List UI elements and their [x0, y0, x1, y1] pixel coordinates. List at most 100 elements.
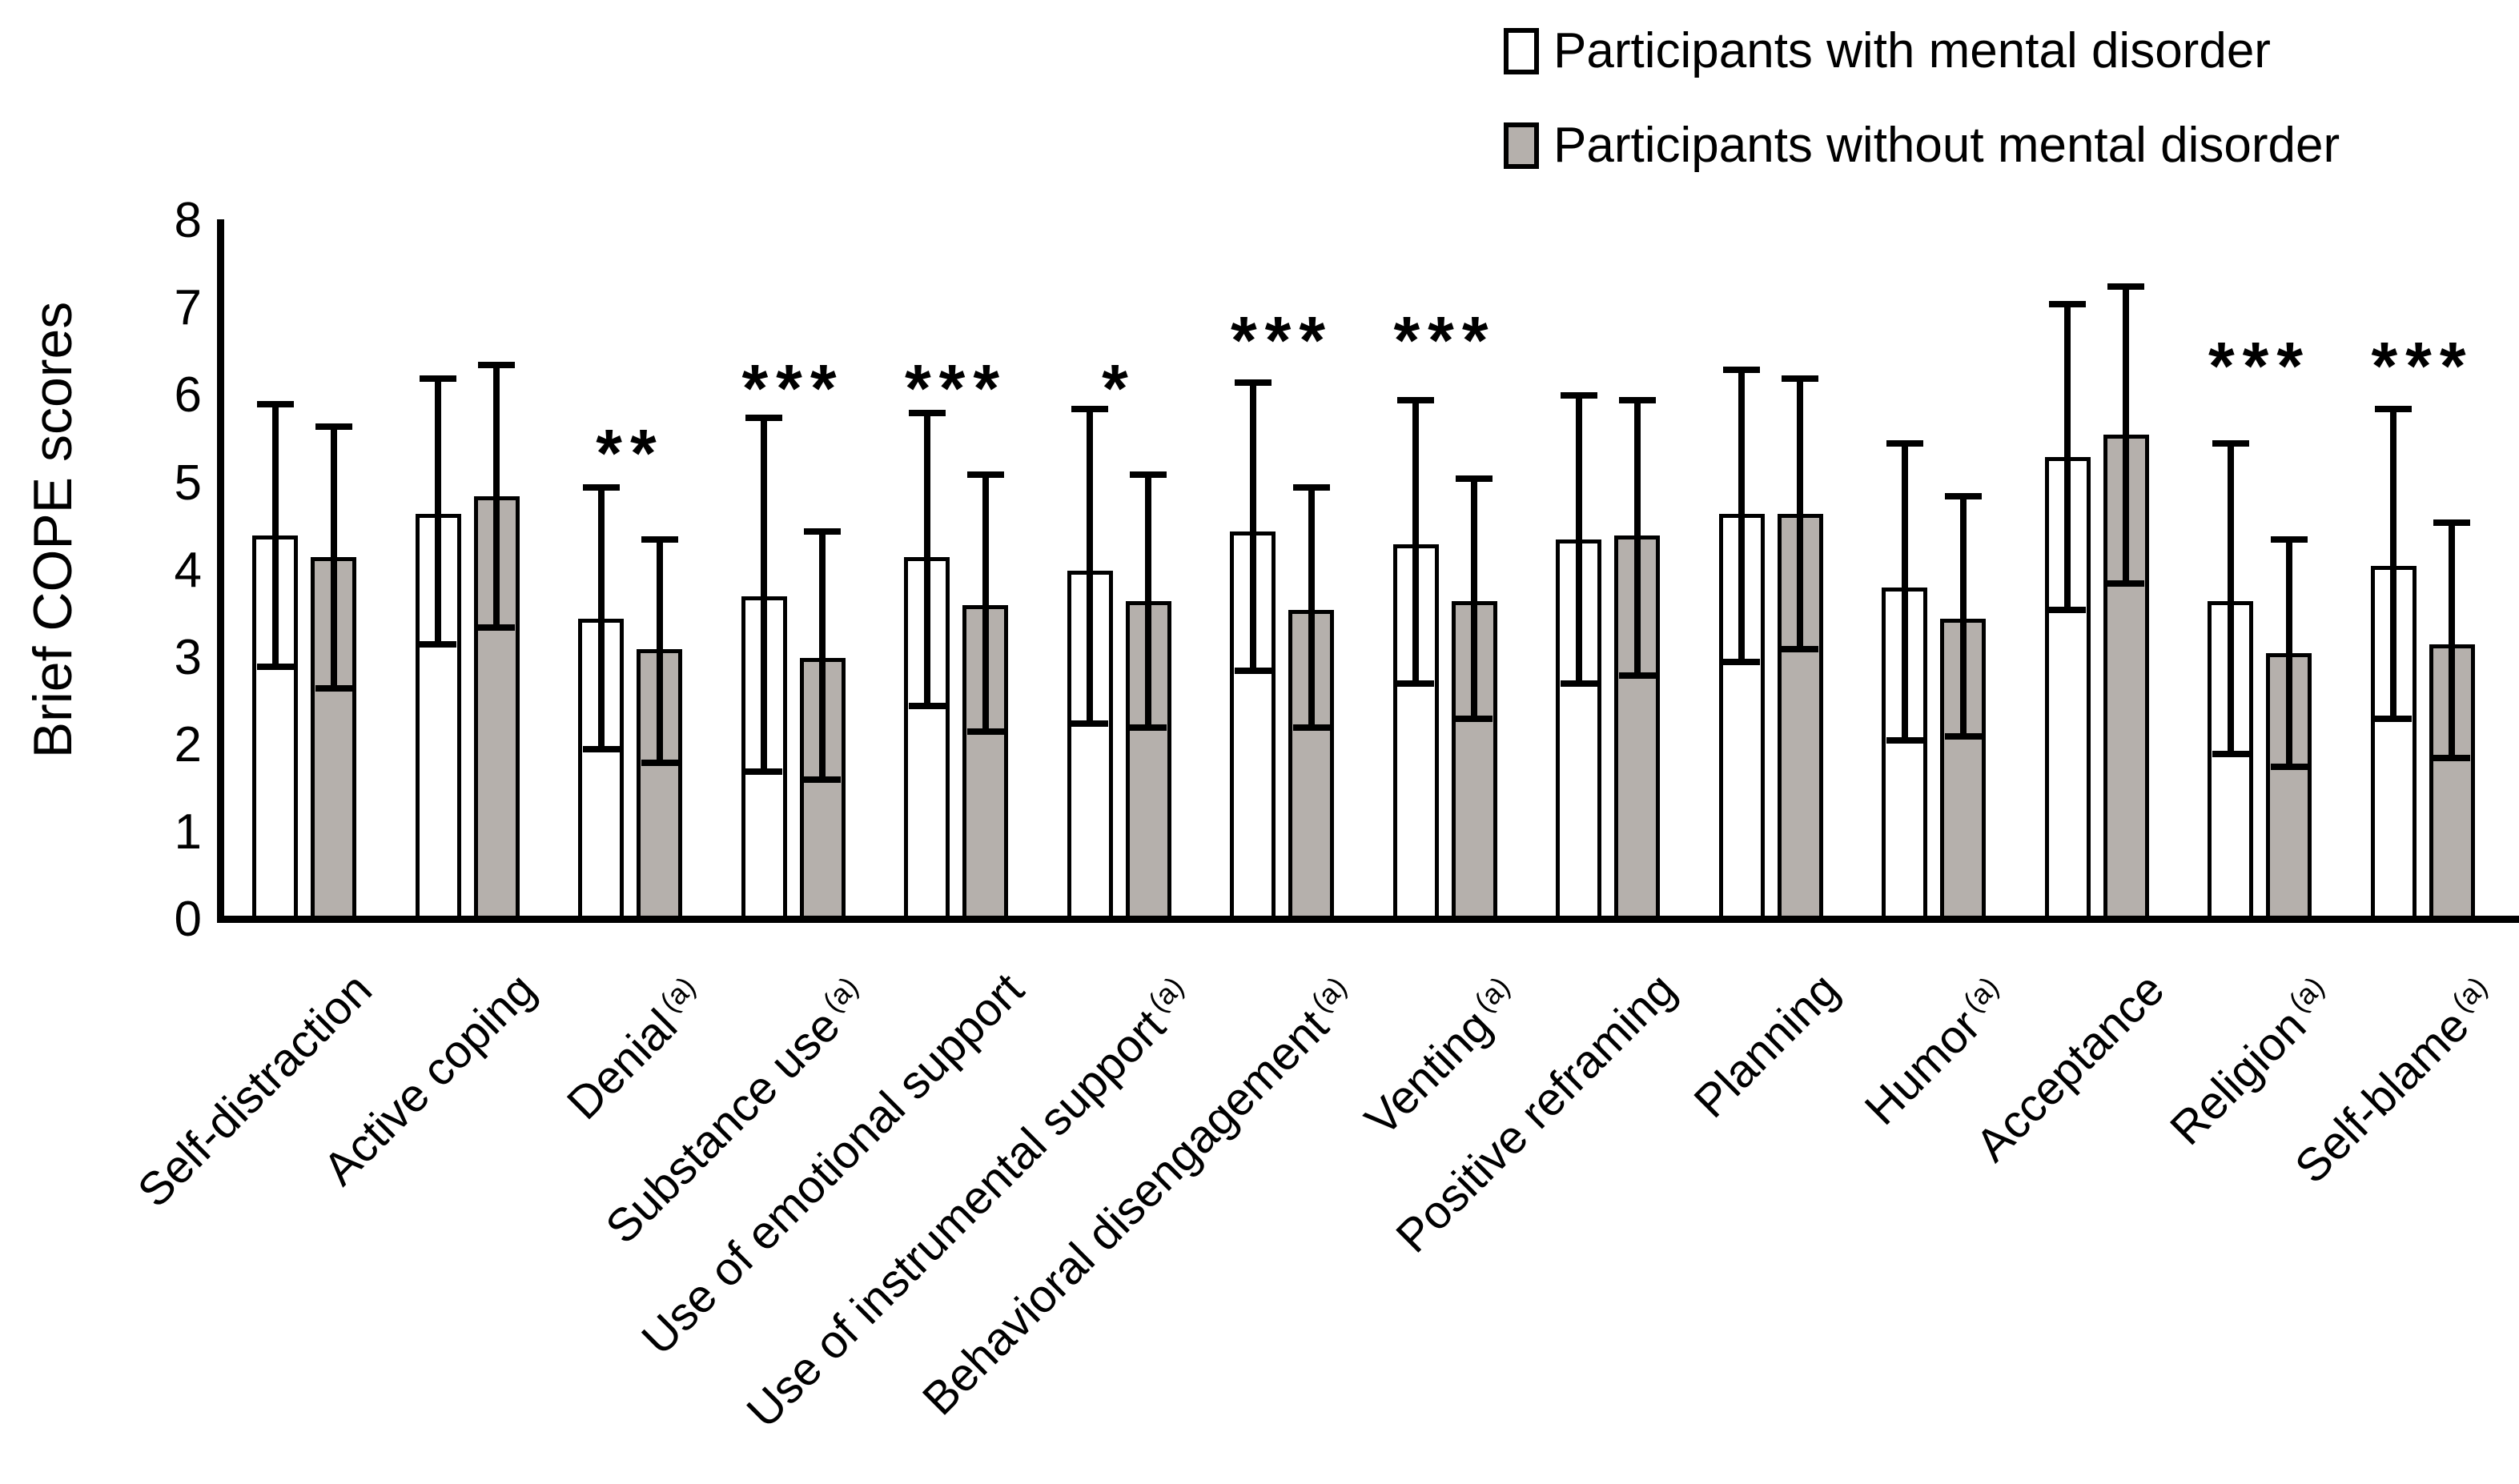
- errorbar-cap-top-without-substance-use: [804, 527, 841, 535]
- errorbar-cap-top-with-use-of-instrumental-support: [1071, 405, 1108, 412]
- errorbar-line-without-use-of-emotional-support: [982, 474, 989, 732]
- y-tick-label-8: 8: [174, 193, 202, 249]
- x-label-text-humor: Humor: [1854, 999, 1991, 1135]
- errorbar-cap-bottom-with-self-blame: [2375, 716, 2412, 723]
- significance-marker-venting: ***: [1393, 302, 1497, 378]
- bar-with-acceptance: [2044, 456, 2091, 923]
- errorbar-cap-top-with-venting: [1397, 396, 1434, 403]
- y-tick-label-6: 6: [174, 367, 202, 423]
- errorbar-cap-bottom-with-humor: [1886, 737, 1923, 744]
- x-label-text-denial: Denial: [556, 999, 687, 1130]
- errorbar-cap-top-with-planning: [1723, 366, 1760, 373]
- errorbar-cap-top-with-humor: [1886, 440, 1923, 447]
- x-label-denial: Denial(a): [550, 964, 716, 1129]
- errorbar-line-with-self-blame: [2390, 408, 2396, 720]
- errorbar-line-with-religion: [2227, 443, 2234, 754]
- errorbar-cap-bottom-without-use-of-instrumental-support: [1130, 724, 1167, 731]
- y-tick-label-4: 4: [174, 542, 202, 598]
- errorbar-line-with-use-of-instrumental-support: [1087, 408, 1093, 724]
- errorbar-cap-bottom-without-venting: [1456, 716, 1493, 723]
- significance-marker-use-of-instrumental-support: *: [1102, 350, 1136, 426]
- errorbar-line-without-active-coping: [493, 365, 500, 628]
- errorbar-line-without-use-of-instrumental-support: [1145, 474, 1151, 728]
- errorbar-cap-bottom-with-planning: [1723, 659, 1760, 666]
- y-tick-label-0: 0: [174, 892, 202, 947]
- significance-marker-religion: ***: [2208, 328, 2312, 404]
- errorbar-cap-bottom-with-self-distraction: [256, 663, 294, 670]
- x-axis-line: [217, 916, 2519, 923]
- errorbar-cap-bottom-without-acceptance: [2107, 580, 2144, 587]
- errorbar-cap-top-with-acceptance: [2049, 300, 2086, 307]
- errorbar-cap-top-without-religion: [2270, 536, 2308, 543]
- errorbar-cap-bottom-without-behavioral-disengagement: [1292, 724, 1330, 731]
- x-label-text-planning: Planning: [1684, 963, 1849, 1128]
- errorbar-line-without-denial: [656, 539, 663, 763]
- x-label-planning: Planning: [1684, 963, 1849, 1128]
- errorbar-line-without-venting: [1471, 479, 1477, 720]
- errorbar-cap-top-with-denial: [582, 483, 620, 491]
- errorbar-cap-top-with-self-blame: [2375, 405, 2412, 412]
- errorbar-cap-top-with-behavioral-disengagement: [1234, 379, 1272, 387]
- errorbar-line-with-positive-reframing: [1575, 395, 1582, 684]
- errorbar-cap-top-without-venting: [1456, 475, 1493, 483]
- x-label-text-religion: Religion: [2160, 999, 2316, 1155]
- errorbar-cap-top-without-planning: [1782, 375, 1818, 382]
- x-label-positive-reframing: Positive reframing: [1386, 963, 1685, 1262]
- errorbar-cap-top-with-use-of-emotional-support: [908, 410, 946, 417]
- legend-label-without-disorder: Participants without mental disorder: [1553, 118, 2340, 173]
- errorbar-line-without-planning: [1797, 378, 1803, 649]
- errorbar-cap-bottom-with-denial: [582, 746, 620, 753]
- errorbar-cap-top-with-substance-use: [745, 414, 782, 421]
- errorbar-cap-bottom-without-denial: [641, 759, 678, 766]
- errorbar-line-without-positive-reframing: [1633, 399, 1641, 676]
- errorbar-line-with-humor: [1901, 443, 1908, 741]
- legend-swatch-with-disorder: [1504, 28, 1539, 74]
- errorbar-cap-bottom-with-active-coping: [420, 641, 456, 648]
- errorbar-line-without-substance-use: [819, 531, 826, 780]
- errorbar-line-without-humor: [1959, 495, 1967, 736]
- significance-marker-denial: **: [596, 415, 665, 491]
- errorbar-line-with-behavioral-disengagement: [1249, 383, 1256, 672]
- errorbar-line-with-venting: [1412, 399, 1419, 684]
- legend-label-with-disorder: Participants with mental disorder: [1553, 23, 2271, 78]
- errorbar-cap-top-without-use-of-emotional-support: [966, 471, 1004, 478]
- errorbar-cap-bottom-without-substance-use: [804, 776, 841, 784]
- errorbar-cap-bottom-with-substance-use: [745, 768, 782, 775]
- errorbar-line-without-self-blame: [2449, 522, 2455, 759]
- errorbar-cap-top-without-denial: [641, 536, 678, 543]
- y-tick-label-2: 2: [174, 716, 202, 772]
- significance-marker-substance-use: ***: [741, 350, 845, 426]
- errorbar-cap-bottom-without-positive-reframing: [1618, 672, 1656, 679]
- errorbar-line-without-behavioral-disengagement: [1308, 487, 1315, 728]
- y-tick-label-3: 3: [174, 629, 202, 685]
- legend-swatch-without-disorder: [1504, 122, 1539, 169]
- x-label-text-venting: Venting: [1355, 999, 1502, 1146]
- errorbar-cap-bottom-with-religion: [2212, 750, 2249, 757]
- legend-item-without-disorder: Participants without mental disorder: [1504, 117, 2340, 174]
- errorbar-cap-top-without-self-blame: [2433, 519, 2470, 526]
- errorbar-line-with-use-of-emotional-support: [923, 413, 930, 706]
- errorbar-line-with-substance-use: [761, 417, 767, 772]
- errorbar-cap-top-with-active-coping: [420, 375, 456, 382]
- errorbar-cap-bottom-without-planning: [1782, 645, 1818, 652]
- errorbar-line-with-acceptance: [2064, 303, 2071, 610]
- errorbar-line-with-denial: [597, 487, 605, 750]
- errorbar-cap-bottom-without-use-of-emotional-support: [966, 728, 1004, 736]
- errorbar-cap-top-without-humor: [1944, 492, 1982, 499]
- errorbar-cap-top-without-positive-reframing: [1618, 396, 1656, 403]
- errorbar-cap-top-without-active-coping: [478, 362, 515, 369]
- errorbar-cap-bottom-with-behavioral-disengagement: [1234, 668, 1272, 675]
- errorbar-cap-bottom-with-use-of-emotional-support: [908, 702, 946, 709]
- errorbar-line-with-self-distraction: [271, 404, 279, 667]
- significance-marker-self-blame: ***: [2371, 328, 2474, 404]
- errorbar-cap-bottom-with-acceptance: [2049, 606, 2086, 613]
- errorbar-cap-bottom-with-positive-reframing: [1560, 680, 1597, 688]
- errorbar-line-with-active-coping: [435, 378, 441, 645]
- errorbar-cap-bottom-without-religion: [2270, 764, 2308, 771]
- bar-without-planning: [1777, 513, 1823, 923]
- significance-marker-behavioral-disengagement: ***: [1230, 302, 1334, 378]
- errorbar-cap-bottom-without-self-distraction: [315, 684, 352, 692]
- significance-marker-use-of-emotional-support: ***: [904, 350, 1008, 426]
- errorbar-cap-top-without-behavioral-disengagement: [1292, 483, 1330, 491]
- legend: Participants with mental disorder Partic…: [1504, 22, 2340, 211]
